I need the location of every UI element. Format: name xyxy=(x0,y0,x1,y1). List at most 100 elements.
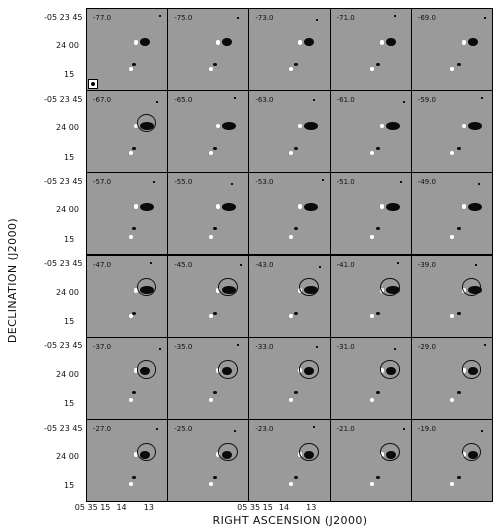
dec-tick-label: 15 xyxy=(64,152,75,162)
velocity-label: -71.0 xyxy=(336,14,355,22)
noise-speck xyxy=(153,181,156,184)
dec-tick-label: 24 00 xyxy=(56,123,79,133)
absorption-spot xyxy=(133,123,139,129)
noise-speck xyxy=(321,179,324,182)
contour-ring xyxy=(380,442,400,461)
noise-speck xyxy=(156,101,159,104)
velocity-label: -75.0 xyxy=(174,14,193,22)
absorption-spot xyxy=(128,481,133,486)
absorption-spot xyxy=(297,123,303,129)
emission-blob xyxy=(375,147,380,151)
emission-blob xyxy=(131,311,136,315)
noise-speck xyxy=(315,345,318,348)
channel-panel: -21.0 xyxy=(330,419,411,501)
velocity-label: -39.0 xyxy=(417,260,436,269)
contour-ring xyxy=(136,360,157,379)
noise-speck xyxy=(483,17,486,19)
channel-panel: -43.0 xyxy=(249,255,330,337)
emission-blob xyxy=(456,147,461,151)
velocity-label: -69.0 xyxy=(417,14,436,22)
velocity-label: -63.0 xyxy=(255,96,274,105)
velocity-label: -21.0 xyxy=(336,424,355,433)
emission-blob xyxy=(131,391,136,395)
velocity-label: -33.0 xyxy=(255,342,274,351)
emission-blob xyxy=(213,311,218,315)
channel-panel: -51.0 xyxy=(330,173,411,255)
channel-panel: -39.0 xyxy=(411,255,492,337)
absorption-spot xyxy=(133,452,139,458)
absorption-spot xyxy=(289,397,294,402)
contour-ring xyxy=(299,442,319,461)
absorption-spot xyxy=(379,39,385,45)
emission-blob xyxy=(294,391,299,395)
absorption-spot xyxy=(133,368,139,374)
channel-panel: -33.0 xyxy=(249,337,330,419)
velocity-label: -61.0 xyxy=(336,96,355,105)
emission-blob xyxy=(294,226,299,231)
velocity-label: -51.0 xyxy=(336,178,355,187)
absorption-spot xyxy=(209,397,214,402)
absorption-spot xyxy=(461,204,467,210)
absorption-spot xyxy=(215,39,221,45)
emission-blob xyxy=(375,311,380,315)
channel-panel: -57.0 xyxy=(87,173,168,255)
absorption-spot xyxy=(128,151,133,156)
emission-blob xyxy=(213,62,218,66)
dec-tick-label: -05 23 45 xyxy=(44,259,83,269)
channel-map-grid: -77.0 -75.0 -73.0 -71.0 -69.0 -67.0 -65.0 -63.0… xyxy=(86,8,493,502)
contour-ring xyxy=(380,278,400,297)
ra-tick-label: 13 xyxy=(306,503,317,512)
channel-panel: -23.0 xyxy=(249,419,330,501)
dec-tick-label: 15 xyxy=(64,316,75,326)
dec-tick-label: 24 00 xyxy=(56,287,79,297)
absorption-spot xyxy=(450,151,455,156)
velocity-label: -29.0 xyxy=(417,342,436,351)
emission-blob xyxy=(375,391,380,395)
absorption-spot xyxy=(215,452,221,458)
dec-tick-label: 24 00 xyxy=(56,369,79,379)
noise-speck xyxy=(312,99,315,102)
absorption-spot xyxy=(209,313,214,318)
contour-ring xyxy=(461,360,482,379)
noise-speck xyxy=(483,343,486,346)
emission-blob xyxy=(294,475,299,480)
absorption-spot xyxy=(209,151,214,156)
noise-speck xyxy=(156,427,159,430)
emission-blob xyxy=(385,121,400,131)
contour-ring xyxy=(299,360,319,379)
contour-ring xyxy=(380,360,400,379)
velocity-label: -35.0 xyxy=(174,342,193,351)
noise-speck xyxy=(399,181,402,184)
absorption-spot xyxy=(289,151,294,156)
noise-speck xyxy=(240,263,243,266)
channel-panel: -59.0 xyxy=(411,91,492,173)
emission-blob xyxy=(303,38,314,47)
channel-panel: -61.0 xyxy=(330,91,411,173)
velocity-label: -55.0 xyxy=(174,178,193,187)
absorption-spot xyxy=(450,235,455,240)
channel-panel: -37.0 xyxy=(87,337,168,419)
velocity-label: -49.0 xyxy=(417,178,436,187)
noise-speck xyxy=(231,183,234,186)
noise-speck xyxy=(312,425,315,428)
dec-tick-label: 15 xyxy=(64,234,75,244)
noise-speck xyxy=(318,265,321,268)
absorption-spot xyxy=(209,67,214,72)
ra-tick-label: 14 xyxy=(116,503,127,512)
absorption-spot xyxy=(379,204,385,210)
absorption-spot xyxy=(209,481,214,486)
emission-blob xyxy=(131,147,136,151)
absorption-spot xyxy=(450,67,455,72)
channel-panel: -27.0 xyxy=(87,419,168,501)
absorption-spot xyxy=(215,204,221,210)
emission-blob xyxy=(131,226,136,231)
dec-tick-label: 24 00 xyxy=(56,41,79,51)
y-axis-label: DECLINATION (J2000) xyxy=(6,217,20,343)
absorption-spot xyxy=(450,313,455,318)
emission-blob xyxy=(221,202,236,211)
beam-marker xyxy=(88,79,98,90)
absorption-spot xyxy=(289,481,294,486)
velocity-label: -31.0 xyxy=(336,342,355,351)
contour-ring xyxy=(461,442,482,461)
noise-speck xyxy=(480,429,483,432)
